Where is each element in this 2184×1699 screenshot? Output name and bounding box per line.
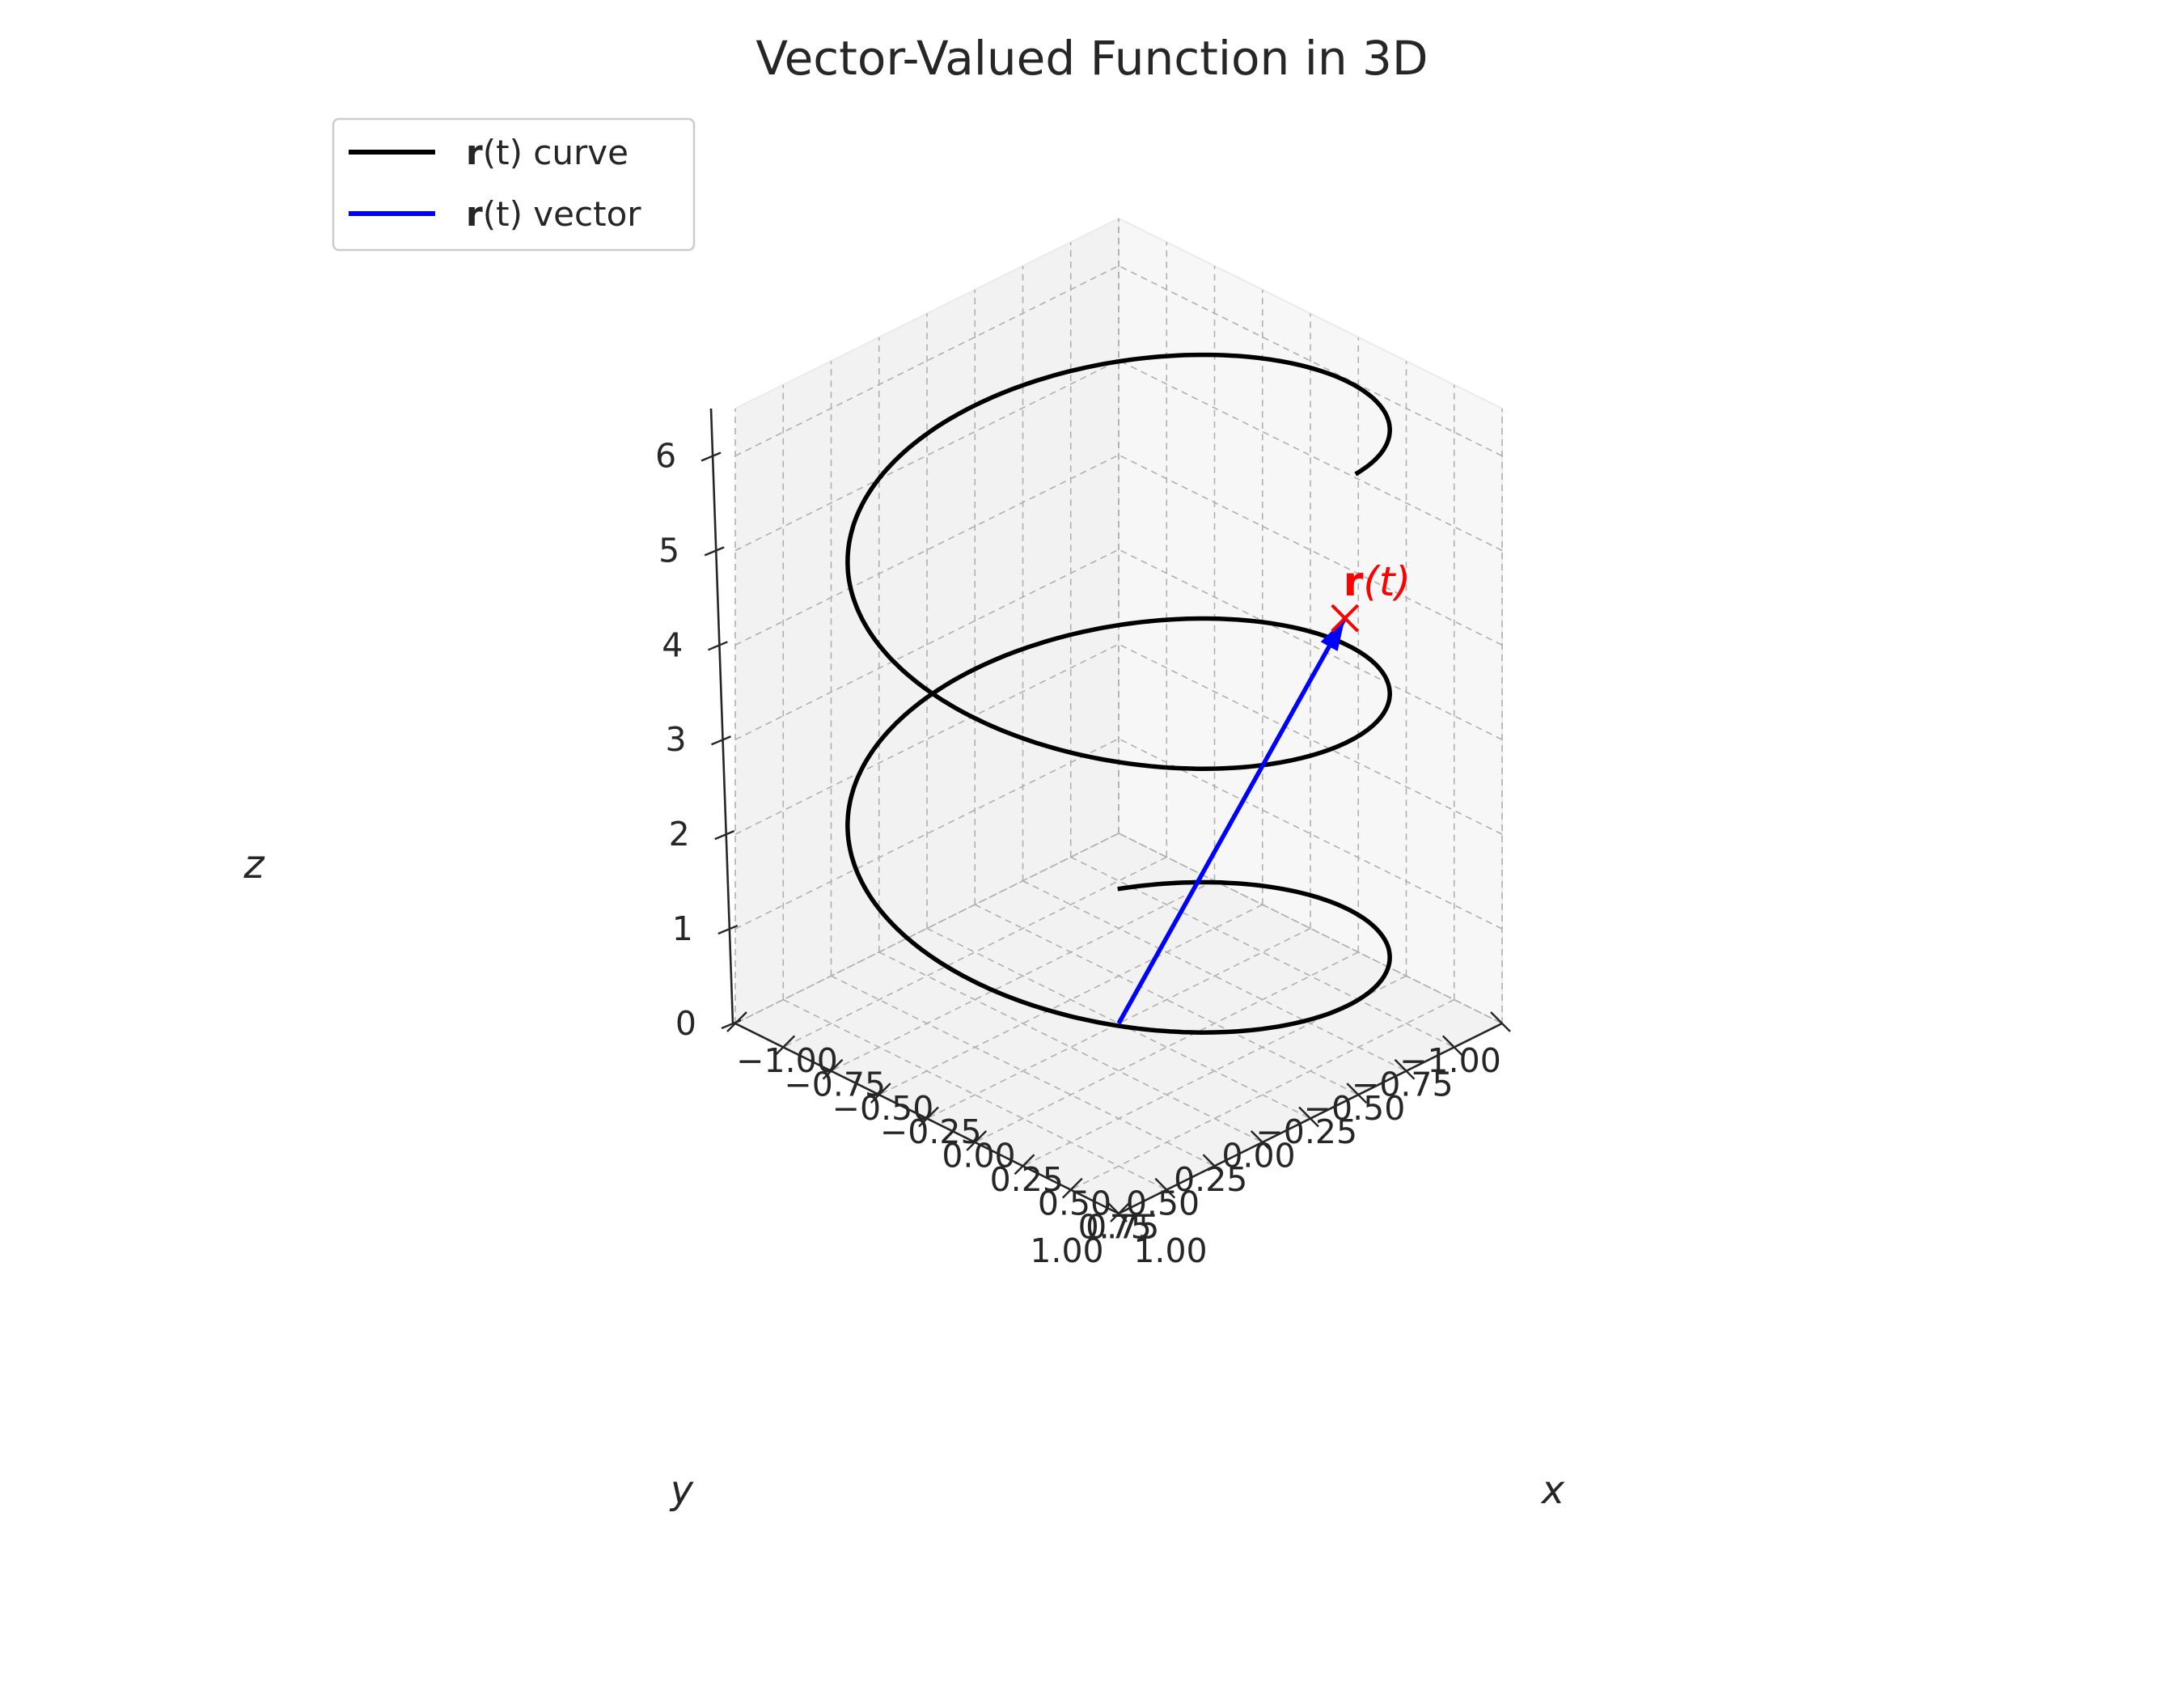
x-tick-label: −0.25 xyxy=(880,1112,982,1151)
z-tick-mark xyxy=(700,451,722,462)
series-layer xyxy=(845,352,1392,1035)
floor-grid-line-y xyxy=(782,998,1167,1191)
floor-grid-line-y xyxy=(1022,880,1407,1072)
y-tick-mark xyxy=(1298,1106,1319,1128)
legend: r(t) curve r(t) vector xyxy=(332,117,696,252)
annotation-bold: r xyxy=(1344,558,1364,605)
x-axis-label: x xyxy=(1540,1468,1565,1513)
z-tick-mark xyxy=(717,924,739,935)
z-tick-mark xyxy=(714,830,735,841)
y-tick-label: 0.25 xyxy=(1174,1160,1247,1199)
legend-label-vector-bold: r xyxy=(466,194,483,234)
y-tick-label: −0.50 xyxy=(1304,1089,1406,1128)
legend-label-curve-rest: (t) curve xyxy=(483,133,629,172)
x-tick-label: 0.25 xyxy=(990,1160,1064,1199)
floor-grid-line-y xyxy=(878,951,1263,1143)
z-tick-label: 2 xyxy=(669,815,690,854)
x-tick-mark xyxy=(918,1106,939,1128)
y-tick-mark xyxy=(1250,1130,1272,1151)
x-tick-mark xyxy=(1014,1154,1035,1176)
y-tick-mark xyxy=(1394,1058,1416,1080)
z-tick-mark xyxy=(721,1019,742,1030)
y-tick-label: 0.00 xyxy=(1221,1137,1295,1176)
z-tick-label: 6 xyxy=(655,436,676,475)
annotation-marker-stroke2 xyxy=(1331,604,1360,633)
z-tick-mark xyxy=(711,735,731,746)
floor-grid-line-x xyxy=(831,880,1215,1072)
floor-grid-line-y xyxy=(831,975,1215,1167)
legend-label-vector-rest: (t) vector xyxy=(483,194,642,234)
z-axis-label: z xyxy=(243,842,265,888)
y-tick-mark xyxy=(1346,1083,1368,1104)
y-tick-label: 0.75 xyxy=(1078,1208,1152,1247)
x-tick-mark xyxy=(774,1035,796,1057)
y-tick-mark xyxy=(1107,1201,1128,1222)
z-tick-mark xyxy=(707,641,728,651)
y-tick-label: −1.00 xyxy=(1399,1041,1501,1080)
y-tick-mark xyxy=(1202,1154,1224,1176)
x-tick-mark xyxy=(822,1058,844,1080)
x-tick-mark xyxy=(966,1130,988,1151)
x-tick-label: 0.50 xyxy=(1038,1184,1111,1222)
floor-grid-line-x xyxy=(878,904,1263,1095)
x-tick-label: −0.75 xyxy=(784,1065,886,1104)
z-tick-label: 0 xyxy=(675,1004,696,1043)
floor-grid-line-x xyxy=(926,927,1311,1120)
y-tick-mark xyxy=(1490,1011,1511,1032)
y-tick-label: −0.75 xyxy=(1352,1065,1454,1104)
floor-grid-line-x xyxy=(782,856,1167,1049)
point-annotation: r(t) xyxy=(1344,558,1411,605)
annotation-rest: (t) xyxy=(1363,558,1411,605)
y-tick-mark xyxy=(1154,1177,1176,1199)
helix-curve-line xyxy=(845,352,1392,1035)
legend-label-vector: r(t) vector xyxy=(466,194,641,234)
x-tick-mark xyxy=(1061,1177,1083,1199)
legend-label-curve: r(t) curve xyxy=(466,133,629,172)
legend-label-curve-bold: r xyxy=(466,133,483,172)
y-tick-label: 1.00 xyxy=(1030,1231,1103,1270)
vector-arrow-shaft xyxy=(1116,616,1348,1025)
x-tick-mark xyxy=(1110,1201,1131,1222)
floor-grid-line-x xyxy=(1070,998,1455,1191)
z-tick-label: 3 xyxy=(665,720,686,759)
x-tick-label: 0.75 xyxy=(1086,1208,1159,1247)
x-tick-label: −1.00 xyxy=(736,1041,838,1080)
x-tick-label: 1.00 xyxy=(1133,1231,1207,1270)
z-tick-label: 1 xyxy=(672,909,693,948)
floor-grid-line-y xyxy=(926,927,1311,1120)
z-axis-line xyxy=(709,408,734,1024)
z-tick-label: 4 xyxy=(662,625,683,664)
x-tick-label: −0.50 xyxy=(832,1089,934,1128)
floor-grid-line-x xyxy=(974,951,1359,1143)
y-axis-label: y xyxy=(669,1468,694,1513)
z-tick-label: 5 xyxy=(658,531,679,570)
z-tick-mark xyxy=(704,546,725,557)
x-tick-mark xyxy=(870,1083,891,1104)
x-tick-label: 0.00 xyxy=(942,1137,1015,1176)
chart-title: Vector-Valued Function in 3D xyxy=(756,31,1428,86)
y-tick-mark xyxy=(1441,1035,1463,1057)
y-tick-label: −0.25 xyxy=(1255,1112,1357,1151)
y-tick-label: 0.50 xyxy=(1126,1184,1200,1222)
axis-ticks: −1.00−0.75−0.50−0.250.000.250.500.751.00… xyxy=(655,436,1511,1270)
floor-grid-line-y xyxy=(974,904,1359,1095)
